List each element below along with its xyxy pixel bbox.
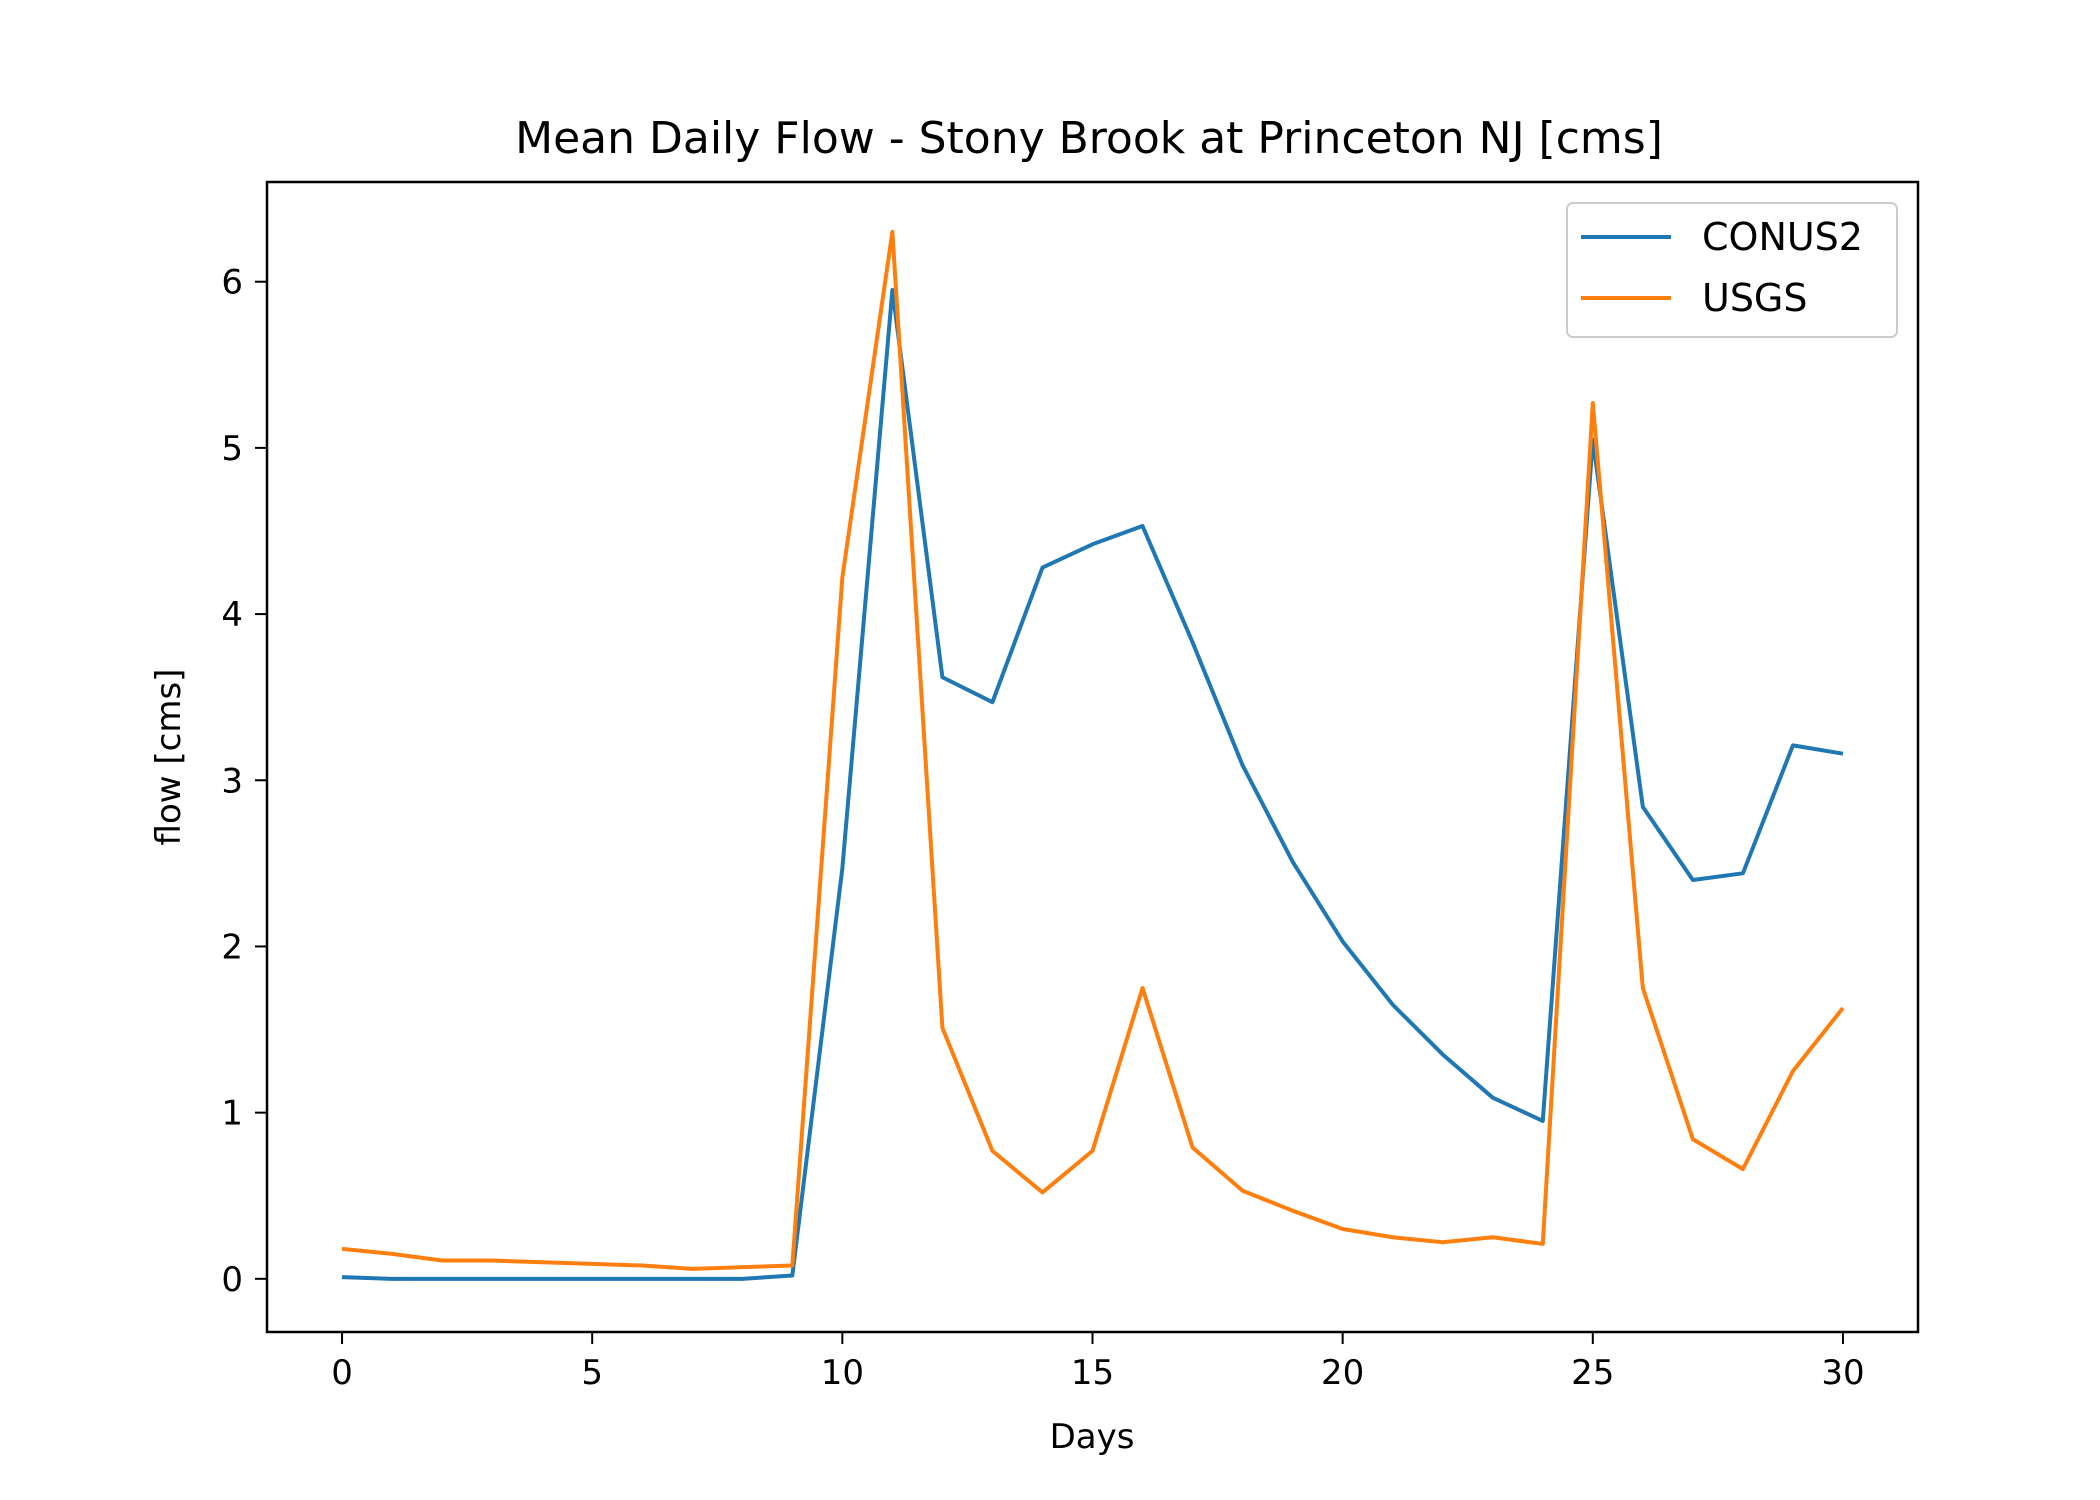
series-line-conus2 bbox=[341, 288, 1844, 1281]
y-axis-label: flow [cms] bbox=[149, 669, 189, 846]
x-tick-label: 20 bbox=[1321, 1353, 1364, 1393]
x-tick-label: 10 bbox=[821, 1353, 864, 1393]
y-tick-label: 4 bbox=[221, 595, 243, 635]
legend: CONUS2 USGS bbox=[1566, 202, 1898, 338]
x-tick-label: 25 bbox=[1571, 1353, 1614, 1393]
y-tick-label: 1 bbox=[221, 1094, 243, 1134]
legend-entry-label: USGS bbox=[1702, 276, 1808, 320]
y-tick-label: 3 bbox=[221, 761, 243, 801]
x-axis: 0 5 10 15 20 25 30 bbox=[331, 1332, 1865, 1393]
y-tick-label: 0 bbox=[221, 1260, 243, 1300]
y-axis: 0 1 2 3 4 5 6 bbox=[221, 263, 267, 1300]
y-tick-label: 6 bbox=[221, 263, 243, 303]
chart-title: Mean Daily Flow - Stony Brook at Princet… bbox=[515, 113, 1663, 164]
plot-area bbox=[341, 229, 1845, 1281]
x-tick-label: 15 bbox=[1071, 1353, 1114, 1393]
plot-frame bbox=[265, 180, 1920, 1334]
x-axis-label: Days bbox=[1050, 1417, 1135, 1457]
y-tick-label: 2 bbox=[221, 927, 243, 967]
y-tick-label: 5 bbox=[221, 429, 243, 469]
x-tick-label: 5 bbox=[581, 1353, 603, 1393]
series-line-usgs bbox=[341, 229, 1845, 1271]
x-tick-label: 0 bbox=[331, 1353, 353, 1393]
legend-entry-label: CONUS2 bbox=[1702, 215, 1863, 259]
x-tick-label: 30 bbox=[1821, 1353, 1864, 1393]
